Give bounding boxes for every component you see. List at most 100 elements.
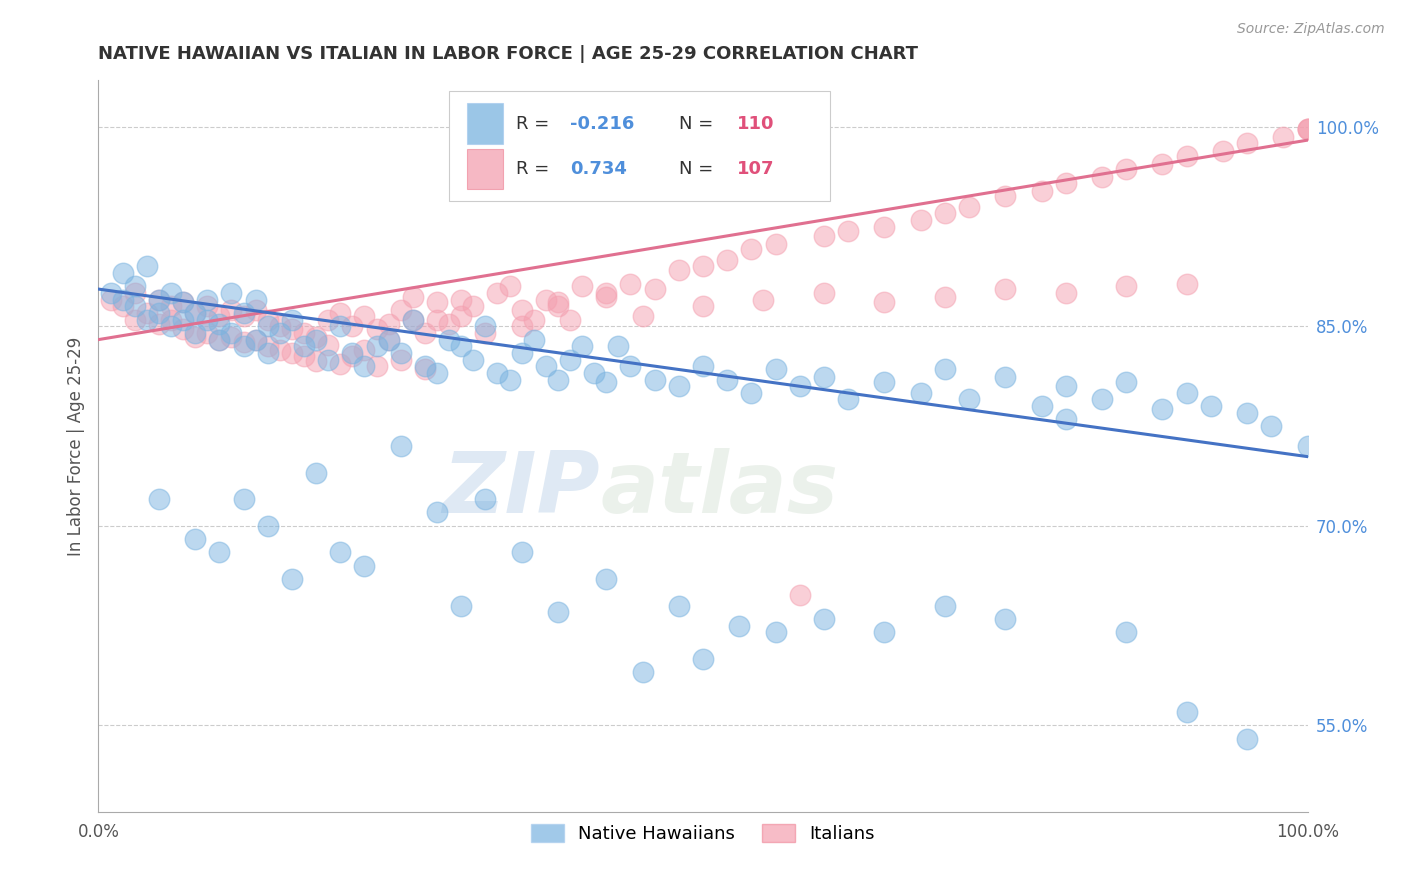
Point: [172, 322, 194, 336]
Point: [498, 372, 520, 386]
Point: [305, 354, 328, 368]
Point: [366, 339, 388, 353]
Point: [221, 326, 243, 340]
Point: [232, 306, 254, 320]
Point: [221, 303, 243, 318]
Point: [1054, 412, 1077, 426]
Point: [316, 338, 339, 352]
Point: [208, 317, 231, 331]
Text: atlas: atlas: [600, 449, 838, 532]
Point: [195, 326, 218, 340]
Point: [100, 286, 122, 301]
Text: 110: 110: [737, 114, 775, 133]
Point: [668, 263, 690, 277]
Point: [1296, 122, 1319, 136]
Point: [256, 346, 278, 360]
Point: [934, 206, 956, 220]
Point: [934, 362, 956, 376]
Point: [245, 333, 267, 347]
Point: [389, 352, 412, 367]
Point: [595, 290, 617, 304]
Point: [100, 293, 122, 307]
Point: [426, 506, 449, 520]
Point: [377, 333, 399, 347]
Point: [124, 286, 146, 301]
Y-axis label: In Labor Force | Age 25-29: In Labor Force | Age 25-29: [66, 336, 84, 556]
Point: [934, 599, 956, 613]
Point: [765, 625, 787, 640]
Point: [124, 279, 146, 293]
Point: [292, 339, 315, 353]
Point: [994, 189, 1017, 203]
Point: [957, 200, 980, 214]
Point: [813, 369, 835, 384]
Point: [873, 375, 896, 389]
Point: [256, 339, 278, 353]
Point: [607, 339, 630, 353]
Point: [426, 366, 449, 380]
Point: [389, 439, 412, 453]
Point: [221, 286, 243, 301]
Point: [111, 293, 134, 307]
Point: [160, 286, 183, 301]
Text: Source: ZipAtlas.com: Source: ZipAtlas.com: [1237, 22, 1385, 37]
Point: [172, 312, 194, 326]
Point: [353, 359, 375, 374]
Point: [571, 279, 593, 293]
Point: [813, 228, 835, 243]
Point: [510, 545, 533, 559]
Text: 107: 107: [737, 160, 775, 178]
Point: [510, 303, 533, 318]
Point: [910, 385, 932, 400]
Point: [389, 303, 412, 318]
Text: R =: R =: [516, 160, 554, 178]
Point: [994, 369, 1017, 384]
Point: [668, 379, 690, 393]
Point: [413, 326, 436, 340]
Point: [463, 352, 485, 367]
Point: [292, 326, 315, 340]
Point: [583, 366, 606, 380]
Point: [245, 303, 267, 318]
Point: [389, 346, 412, 360]
Point: [184, 306, 207, 320]
Point: [1175, 149, 1198, 163]
Point: [160, 299, 183, 313]
Bar: [467, 149, 503, 189]
Point: [195, 293, 218, 307]
Point: [413, 362, 436, 376]
Point: [148, 306, 170, 320]
Point: [910, 213, 932, 227]
Point: [437, 317, 460, 331]
Point: [148, 317, 170, 331]
Point: [377, 317, 399, 331]
Point: [450, 599, 472, 613]
Point: [523, 312, 546, 326]
Legend: Native Hawaiians, Italians: Native Hawaiians, Italians: [524, 817, 882, 850]
Point: [269, 326, 291, 340]
Point: [692, 359, 714, 374]
Point: [232, 309, 254, 323]
Point: [474, 326, 496, 340]
Point: [510, 346, 533, 360]
Point: [1115, 279, 1137, 293]
Point: [208, 333, 231, 347]
Point: [124, 299, 146, 313]
Point: [716, 372, 738, 386]
Point: [547, 372, 569, 386]
Point: [124, 312, 146, 326]
Point: [994, 612, 1017, 626]
Point: [450, 339, 472, 353]
Point: [281, 322, 304, 336]
Point: [873, 295, 896, 310]
Point: [329, 319, 352, 334]
Point: [1296, 439, 1319, 453]
Point: [281, 312, 304, 326]
Point: [184, 306, 207, 320]
Point: [353, 343, 375, 358]
Text: ZIP: ZIP: [443, 449, 600, 532]
Point: [305, 330, 328, 344]
Point: [1091, 170, 1114, 185]
Point: [316, 352, 339, 367]
Point: [160, 312, 183, 326]
